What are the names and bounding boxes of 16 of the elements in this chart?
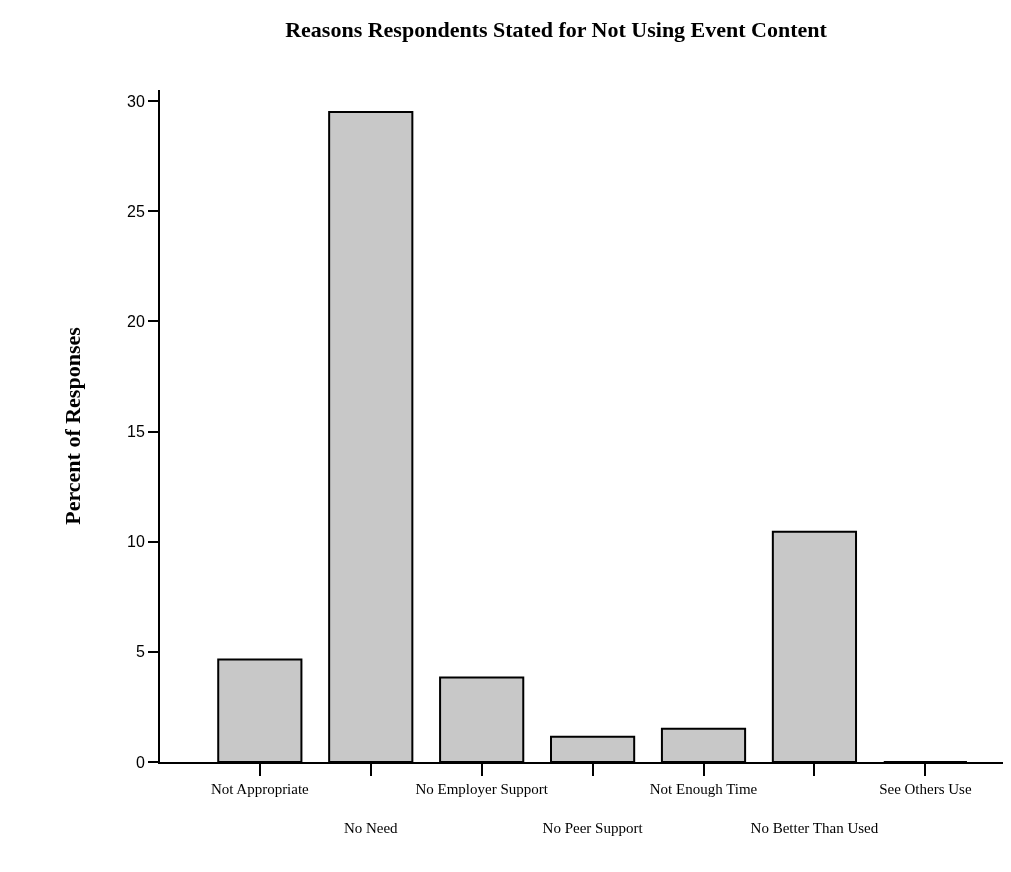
x-tick-label: Not Appropriate [210,781,310,797]
y-tick-label: 20 [127,312,145,330]
y-axis-title: Percent of Responses [60,326,86,525]
x-tick-label: No Need [343,820,399,836]
y-tick-label: 25 [127,202,145,220]
y-tick-label: 0 [135,753,145,771]
x-tick-label: Not Enough Time [649,781,758,797]
x-tick-label: No Employer Support [415,781,549,797]
y-tick-label: 15 [127,423,145,441]
x-tick-label: No Peer Support [542,820,644,836]
y-tick-label: 5 [135,643,145,661]
x-tick-label: See Others Use [879,781,972,797]
y-tick-label: 10 [127,533,145,551]
chart-title: Reasons Respondents Stated for Not Using Event Content [285,17,828,43]
y-tick-label: 30 [127,92,145,110]
x-tick-label: No Better Than Used [750,820,879,836]
